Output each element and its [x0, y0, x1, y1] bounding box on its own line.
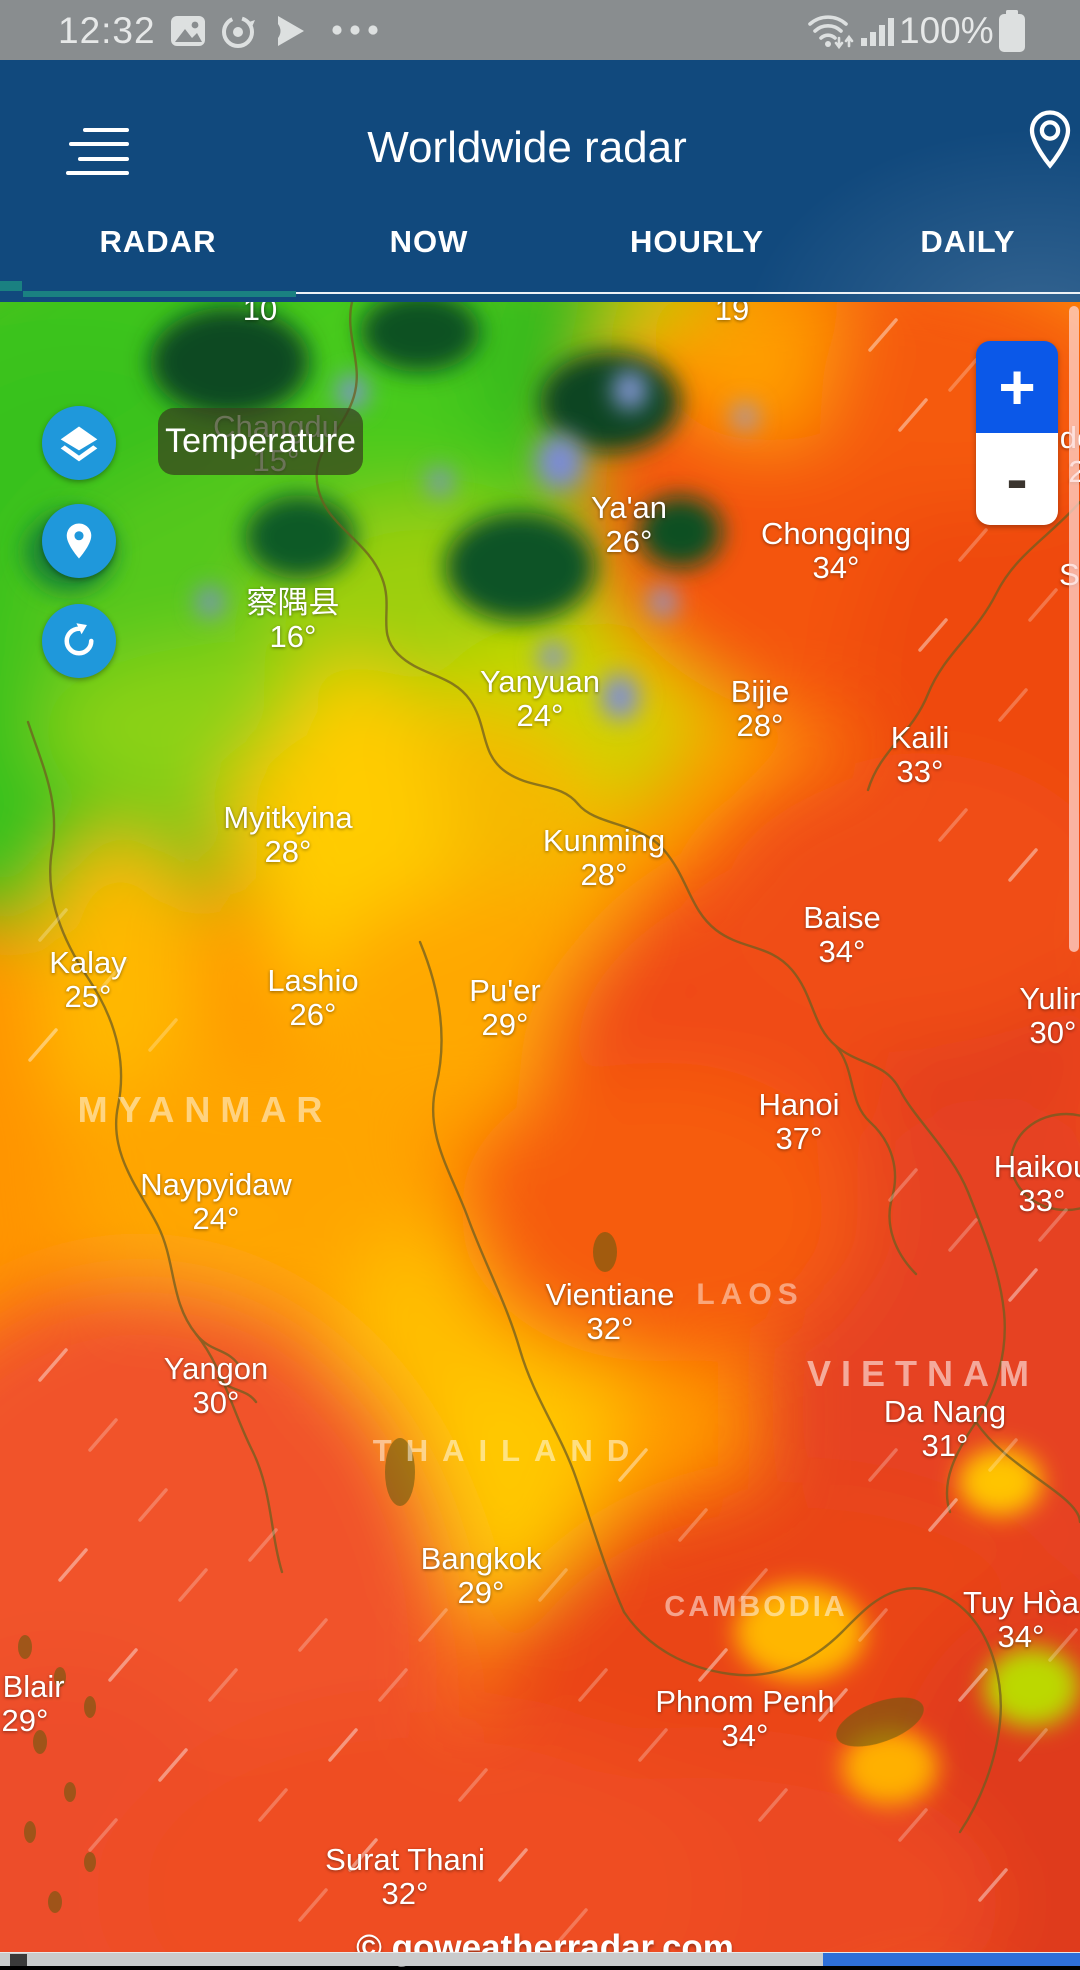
zoom-out-button[interactable]: -: [976, 433, 1058, 525]
active-tab-indicator: [23, 291, 296, 297]
my-location-button[interactable]: [42, 504, 116, 578]
wifi-icon: [808, 15, 854, 50]
menu-button[interactable]: [50, 112, 146, 192]
zoom-control: + -: [976, 341, 1058, 525]
map-scrollbar[interactable]: [1069, 306, 1079, 952]
refresh-icon: [64, 623, 94, 656]
more-dots-icon: [332, 25, 378, 35]
tab-hourly[interactable]: HOURLY: [629, 224, 765, 259]
hamburger-icon: [83, 128, 129, 132]
sync-icon: [222, 16, 255, 48]
layer-chip[interactable]: Temperature: [158, 408, 363, 475]
tab-now[interactable]: NOW: [389, 224, 469, 259]
refresh-button[interactable]: [42, 604, 116, 678]
temperature-layer: [0, 192, 1080, 1970]
layers-button[interactable]: [42, 406, 116, 480]
bottom-banner-blue-block: [823, 1953, 1080, 1966]
app-header: Worldwide radar RADAR NOW HOURLY DAILY: [0, 60, 1080, 302]
battery-icon: [999, 10, 1025, 52]
zoom-in-button[interactable]: +: [976, 341, 1058, 433]
tab-radar[interactable]: RADAR: [99, 224, 217, 259]
tab-divider-line: [296, 292, 1080, 294]
bottom-banner-edge: [0, 1952, 1080, 1966]
tab-indicator-notch: [0, 281, 22, 291]
map-terrain-marks: [18, 1232, 924, 1913]
wind-streaks: [28, 318, 1078, 1942]
weather-map[interactable]: [0, 192, 1080, 1970]
plus-icon: +: [998, 351, 1036, 423]
my-location-icon: [66, 523, 92, 559]
battery-percent: 100%: [899, 10, 994, 51]
layer-chip-label: Temperature: [165, 422, 356, 460]
bottom-banner-dark-block: [10, 1954, 27, 1966]
header-haze: [0, 60, 1080, 302]
location-pin-outline-icon[interactable]: [1023, 108, 1077, 180]
play-icon: [278, 16, 304, 46]
gallery-icon: [171, 16, 205, 46]
signal-icon: [861, 18, 894, 46]
status-bar: 12:32 100%: [0, 0, 1080, 60]
minus-icon: -: [1006, 443, 1028, 515]
tab-bar: RADAR NOW HOURLY DAILY: [0, 60, 1080, 302]
page-title: Worldwide radar: [367, 123, 687, 172]
tab-daily[interactable]: DAILY: [920, 224, 1016, 259]
layers-icon: [60, 426, 98, 462]
clock: 12:32: [58, 10, 156, 51]
